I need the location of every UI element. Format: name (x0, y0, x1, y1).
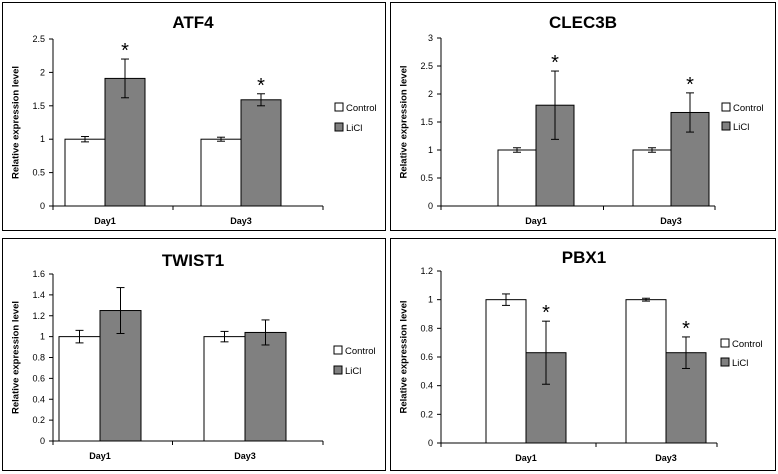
y-tick-label: 0 (40, 436, 45, 446)
significance-marker: * (551, 52, 559, 74)
y-tick-label: 0 (428, 201, 433, 211)
x-tick-label: Day1 (89, 451, 111, 461)
x-tick-label: Day3 (655, 453, 677, 463)
x-tick-label: Day3 (230, 216, 252, 226)
y-tick-label: 1.4 (32, 290, 45, 300)
chart-panel-clec3b: CLEC3B Relative expression level 0 0.5 1 1.5 2… (390, 2, 776, 231)
y-tick-label: 1.2 (420, 266, 433, 276)
legend-label: Control (732, 339, 763, 350)
y-tick-label: 1.2 (32, 311, 45, 321)
y-tick-label: 0 (428, 438, 433, 448)
y-axis-label: Relative expression level (399, 65, 410, 178)
x-tick-label: Day1 (525, 216, 547, 226)
significance-marker: * (686, 74, 694, 96)
y-tick-label: 0.4 (420, 381, 433, 391)
bar-control-day3 (203, 336, 246, 442)
chart-title: CLEC3B (549, 13, 617, 32)
bar-control-day3 (625, 299, 667, 444)
chart-svg: TWIST1 Relative expression level 0 0.2 0.4 0.… (11, 251, 376, 461)
bar-control-day1 (497, 149, 537, 207)
chart-svg: CLEC3B Relative expression level 0 0.5 1 1.5 2… (399, 13, 764, 226)
chart-title: ATF4 (172, 13, 214, 32)
significance-marker: * (682, 318, 690, 340)
x-tick-label: Day3 (234, 451, 256, 461)
y-tick-label: 2 (428, 89, 433, 99)
y-tick-label: 0.5 (32, 168, 45, 178)
y-axis-label: Relative expression level (11, 301, 22, 414)
bar-licl-day1 (104, 77, 146, 207)
bar-licl-day3 (240, 99, 282, 207)
chart-panel-atf4: ATF4 Relative expression level 0 0.5 1 1.5 2 2.… (2, 2, 386, 231)
y-tick-label: 2.5 (32, 34, 45, 44)
y-tick-label: 1.6 (32, 269, 45, 279)
y-tick-label: 0.6 (32, 373, 45, 383)
y-tick-label: 0 (40, 201, 45, 211)
y-tick-label: 2 (40, 67, 45, 77)
legend-swatch (721, 102, 731, 112)
y-tick-label: 0.2 (32, 415, 45, 425)
legend-label: LiCl (346, 123, 362, 134)
chart-svg: ATF4 Relative expression level 0 0.5 1 1.5 2 2.… (11, 13, 377, 226)
bar-control-day1 (58, 336, 101, 442)
legend-label: Control (345, 346, 376, 357)
x-tick-label: Day3 (660, 216, 682, 226)
legend-label: Control (346, 103, 377, 114)
legend-swatch (333, 345, 343, 355)
legend-label: LiCl (733, 122, 749, 133)
chart-svg: PBX1 Relative expression level 0 0.2 0.4 0.6 0… (399, 248, 763, 463)
legend-label: LiCl (732, 358, 748, 369)
y-tick-label: 1 (428, 145, 433, 155)
y-tick-label: 0.8 (420, 323, 433, 333)
bar-control-day1 (64, 138, 106, 207)
y-tick-label: 0.8 (32, 353, 45, 363)
legend-swatch (333, 365, 343, 375)
legend-swatch (334, 102, 344, 112)
y-tick-label: 0.2 (420, 409, 433, 419)
legend-swatch (720, 357, 730, 367)
chart-panel-pbx1: PBX1 Relative expression level 0 0.2 0.4 0.6 0… (390, 238, 776, 471)
significance-marker: * (542, 302, 550, 324)
bar-licl-day3 (244, 331, 287, 442)
significance-marker: * (257, 75, 265, 97)
y-tick-label: 3 (428, 33, 433, 43)
legend-label: Control (733, 103, 764, 114)
significance-marker: * (121, 40, 129, 62)
bar-control-day3 (200, 138, 242, 207)
legend-swatch (721, 121, 731, 131)
chart-title: PBX1 (562, 248, 606, 267)
y-tick-label: 0.6 (420, 352, 433, 362)
y-tick-label: 1.5 (32, 101, 45, 111)
y-tick-label: 1 (40, 134, 45, 144)
x-tick-label: Day1 (515, 453, 537, 463)
legend-label: LiCl (345, 366, 361, 377)
y-tick-label: 1.5 (420, 117, 433, 127)
bar-control-day1 (485, 299, 527, 444)
y-tick-label: 2.5 (420, 61, 433, 71)
y-tick-label: 1 (40, 332, 45, 342)
bar-control-day3 (632, 149, 672, 207)
y-tick-label: 0.4 (32, 394, 45, 404)
legend-swatch (334, 122, 344, 132)
chart-title: TWIST1 (162, 251, 224, 270)
legend-swatch (720, 338, 730, 348)
y-axis-label: Relative expression level (11, 66, 22, 179)
y-tick-label: 0.5 (420, 173, 433, 183)
y-tick-label: 1 (428, 295, 433, 305)
chart-panel-twist1: TWIST1 Relative expression level 0 0.2 0.4 0.… (2, 238, 386, 471)
y-axis-label: Relative expression level (399, 300, 410, 413)
x-tick-label: Day1 (94, 216, 116, 226)
